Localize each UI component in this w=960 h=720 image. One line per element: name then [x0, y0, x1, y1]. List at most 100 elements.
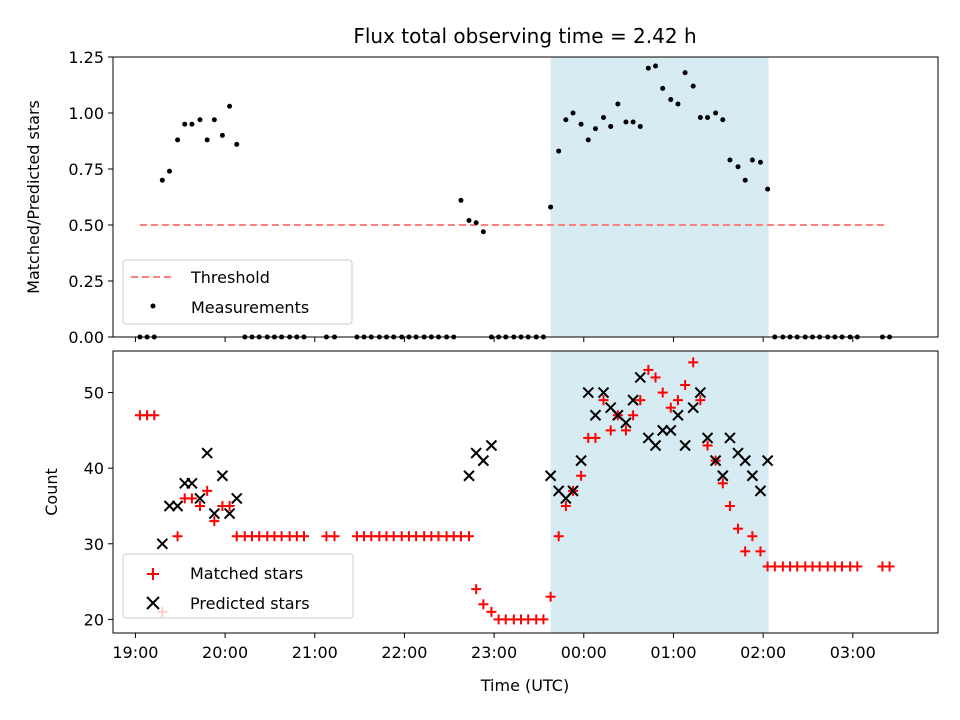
- matched-star-point: [695, 395, 706, 406]
- predicted-star-point: [231, 492, 243, 505]
- measurement-point: [592, 126, 598, 132]
- measurement-point: [623, 119, 629, 125]
- chart-title: Flux total observing time = 2.42 h: [353, 24, 696, 48]
- measurement-point: [615, 101, 621, 107]
- top-y-axis-label: Matched/Predicted stars: [24, 100, 43, 294]
- measurement-point: [630, 119, 636, 125]
- matched-star-point: [471, 584, 482, 595]
- bottom-legend: Matched stars Predicted stars: [122, 553, 354, 619]
- matched-star-point: [329, 531, 340, 542]
- matched-star-point: [680, 380, 691, 391]
- measurement-point: [705, 114, 711, 120]
- predicted-legend-swatch: [146, 596, 160, 610]
- measurement-point: [749, 157, 755, 163]
- bottom-marks: [134, 357, 895, 625]
- top-legend-frame: [122, 259, 353, 325]
- predicted-star-point: [544, 470, 557, 482]
- matched-star-point: [747, 531, 758, 542]
- matched-star-point: [643, 364, 654, 375]
- x-tick-label: 23:00: [471, 643, 517, 662]
- predicted-star-point: [171, 500, 184, 512]
- measurement-point: [556, 148, 562, 154]
- measurement-point: [227, 103, 233, 109]
- matched-star-point: [299, 531, 310, 542]
- measurement-point: [757, 159, 763, 165]
- measurement-point: [578, 121, 584, 127]
- bottom-x-ticks: 19:00 20:00 21:00 22:00 23:00 00:00 01:00 02:00…: [112, 633, 876, 662]
- matched-star-point: [665, 402, 676, 413]
- predicted-star-point: [223, 507, 236, 520]
- measurement-point: [585, 137, 591, 143]
- predicted-star-point: [156, 538, 169, 550]
- predicted-star-point: [687, 401, 699, 414]
- matched-star-point: [717, 478, 728, 489]
- bottom-axes-frame: [112, 350, 939, 634]
- x-tick-label: 02:00: [740, 643, 786, 662]
- predicted-star-point: [194, 492, 206, 505]
- matched-star-point: [194, 500, 205, 511]
- measurement-point: [608, 123, 614, 129]
- measurement-point: [668, 97, 674, 103]
- matched-star-point: [560, 500, 571, 511]
- predicted-star-point: [739, 454, 751, 467]
- measurement-point: [697, 114, 703, 120]
- matched-star-point: [202, 485, 213, 496]
- measurement-point: [735, 164, 741, 170]
- bottom-panel: 20 30 40 50 19:00 20:00 21:00 22:00 23:00 00:00 0…: [42, 350, 939, 695]
- top-axes-frame: [112, 56, 939, 338]
- measurement-point: [458, 197, 464, 203]
- top-x-ticks: [134, 337, 854, 342]
- measurement-point: [211, 117, 217, 123]
- top-y-tick-label: 1.25: [68, 48, 104, 67]
- predicted-star-point: [597, 386, 610, 399]
- measurement-point: [166, 168, 172, 174]
- matched-star-point: [755, 546, 766, 557]
- matched-legend-swatch: [147, 568, 159, 580]
- predicted-star-point: [582, 386, 594, 399]
- matched-star-point: [576, 470, 587, 481]
- measurement-point: [720, 117, 726, 123]
- x-tick-label: 19:00: [112, 643, 158, 662]
- measurement-point: [690, 83, 696, 89]
- measurements-legend-swatch: [150, 303, 156, 309]
- top-panel: 0.00 0.25 0.50 0.75 1.00 1.25 Matched/Predict…: [24, 48, 939, 347]
- predicted-star-point: [567, 485, 579, 497]
- predicted-star-point: [485, 439, 498, 452]
- matched-star-point: [553, 531, 564, 542]
- measurement-point: [727, 157, 733, 163]
- bottom-y-tick-label: 40: [84, 459, 104, 478]
- matched-star-point: [628, 410, 639, 421]
- predicted-star-point: [717, 470, 729, 482]
- predicted-star-point: [186, 477, 198, 490]
- measurement-point: [742, 177, 748, 183]
- measurement-point: [197, 117, 203, 123]
- x-tick-label: 03:00: [830, 643, 876, 662]
- matched-star-point: [884, 561, 895, 572]
- matched-star-point: [620, 425, 631, 436]
- matched-star-point: [186, 493, 197, 504]
- matched-star-point: [733, 523, 744, 534]
- top-y-tick-label: 0.75: [68, 160, 104, 179]
- measurement-point: [473, 220, 479, 226]
- predicted-star-point: [679, 439, 691, 452]
- measurement-point: [570, 110, 576, 116]
- predicted-star-point: [672, 409, 684, 421]
- matched-star-point: [635, 395, 646, 406]
- matched-star-point: [172, 531, 183, 542]
- predicted-star-point: [575, 454, 587, 467]
- x-tick-label: 01:00: [650, 643, 696, 662]
- predicted-star-point: [589, 409, 602, 421]
- predicted-star-point: [665, 424, 677, 437]
- matched-star-point: [590, 432, 601, 443]
- top-y-tick-label: 1.00: [68, 104, 104, 123]
- matched-star-point: [657, 387, 668, 398]
- predicted-star-point: [634, 371, 646, 384]
- predicted-star-point: [701, 432, 714, 444]
- x-tick-label: 22:00: [381, 643, 427, 662]
- predicted-star-point: [746, 470, 759, 482]
- matched-star-point: [702, 440, 713, 451]
- x-axis-label: Time (UTC): [480, 676, 569, 695]
- predicted-star-point: [216, 470, 229, 482]
- predicted-star-point: [620, 417, 632, 429]
